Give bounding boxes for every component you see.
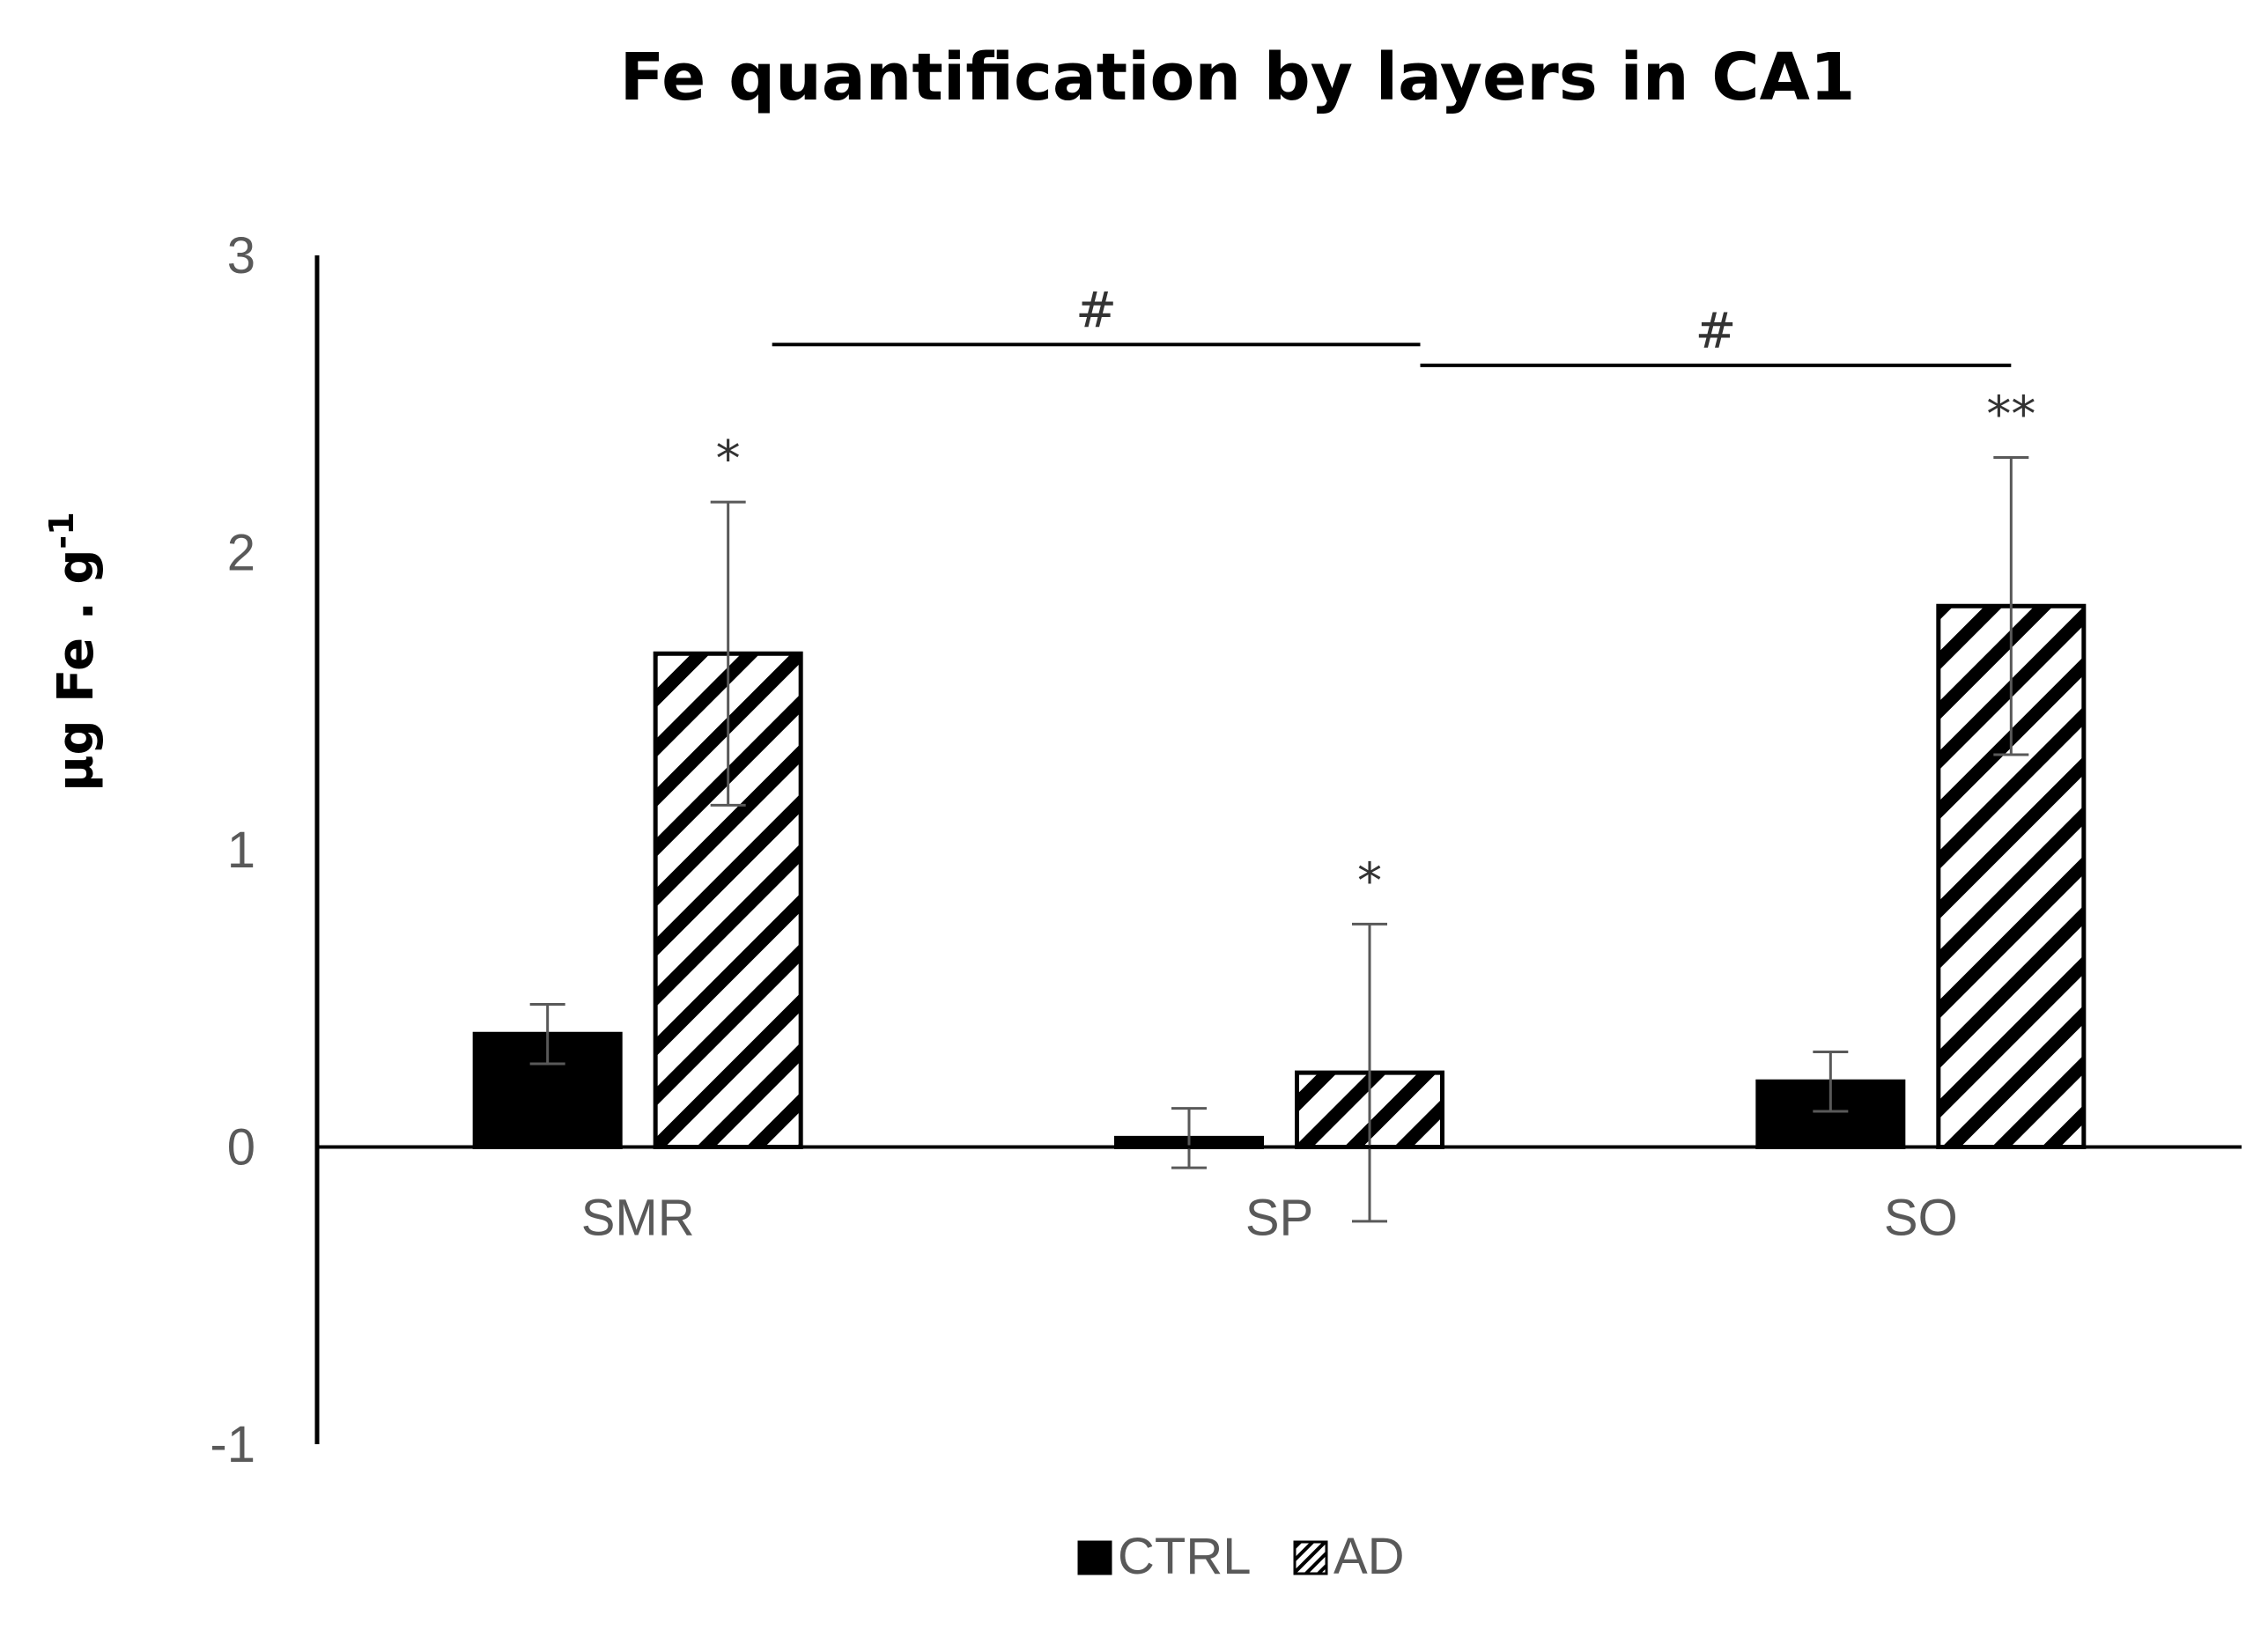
chart-title: Fe quantification by layers in CA1 [620, 40, 1856, 115]
error-bar-ad-smr [710, 500, 746, 807]
category-label-smr: SMR [581, 1190, 695, 1247]
error-bar-ctrl-smr [529, 1003, 565, 1066]
bracket-sp-so: # [1420, 303, 2012, 367]
y-tick-label: 2 [227, 525, 255, 582]
error-bars [529, 456, 2029, 1223]
legend: CTRL AD [1077, 1528, 1405, 1585]
y-tick-label: 0 [227, 1119, 255, 1176]
error-bar-ctrl-sp [1171, 1107, 1207, 1169]
bracket-label: # [1075, 282, 1117, 339]
y-axis-label-superscript: -1 [42, 512, 81, 549]
category-label-so: SO [1884, 1190, 1958, 1247]
error-bar-ctrl-so [1813, 1051, 1849, 1113]
legend-label: CTRL [1118, 1528, 1251, 1585]
axes [314, 255, 2242, 1444]
y-tick-label: 1 [227, 822, 255, 879]
significance-marks: **** [716, 387, 2036, 911]
category-label-sp: SP [1245, 1190, 1313, 1247]
significance-mark: * [716, 431, 741, 488]
legend-swatch [1293, 1540, 1328, 1575]
comparison-brackets: # # [772, 282, 2012, 367]
y-tick-label: -1 [210, 1416, 255, 1473]
significance-mark: * [1357, 852, 1382, 910]
y-axis-ticks: -1 0 1 2 3 [210, 227, 255, 1473]
bracket-smr-sp: # [772, 282, 1421, 347]
significance-mark: ** [1986, 387, 2035, 444]
y-axis-label: µg Fe . g-1 [42, 512, 105, 791]
bracket-label: # [1695, 303, 1736, 360]
legend-item-ctrl: CTRL [1077, 1528, 1251, 1585]
error-bar-ad-so [1993, 456, 2029, 756]
y-tick-label: 3 [227, 227, 255, 284]
legend-label: AD [1333, 1528, 1405, 1585]
y-axis-label-main: µg Fe . g [48, 549, 105, 792]
error-bar-ad-sp [1352, 922, 1387, 1223]
legend-swatch [1077, 1540, 1112, 1575]
legend-item-ad: AD [1293, 1528, 1405, 1585]
bars [472, 603, 2087, 1149]
category-labels: SMR SP SO [581, 1190, 1958, 1247]
